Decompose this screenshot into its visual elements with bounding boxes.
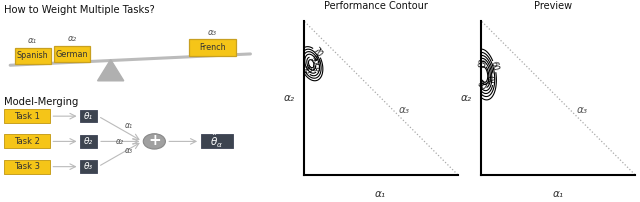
Text: Model-Merging: Model-Merging <box>4 97 79 107</box>
Text: $\hat{\theta}_\alpha$: $\hat{\theta}_\alpha$ <box>211 132 223 150</box>
FancyBboxPatch shape <box>15 48 51 64</box>
Text: French: French <box>199 43 226 52</box>
FancyBboxPatch shape <box>189 39 236 56</box>
FancyBboxPatch shape <box>201 134 233 148</box>
FancyBboxPatch shape <box>4 134 49 148</box>
FancyBboxPatch shape <box>54 46 90 62</box>
Text: 70: 70 <box>311 46 324 59</box>
Text: θ₃: θ₃ <box>84 162 93 171</box>
Text: Task 1: Task 1 <box>14 112 40 121</box>
Text: α₁: α₁ <box>552 189 563 199</box>
Text: 70: 70 <box>488 74 498 84</box>
Text: α₃: α₃ <box>399 105 410 115</box>
Text: 85: 85 <box>313 62 323 72</box>
FancyBboxPatch shape <box>4 109 49 123</box>
Text: 85: 85 <box>476 60 486 70</box>
Text: α₁: α₁ <box>28 36 37 45</box>
Text: α₂: α₂ <box>461 93 472 103</box>
Text: α₁: α₁ <box>124 121 132 130</box>
FancyBboxPatch shape <box>4 160 49 174</box>
Text: α₂: α₂ <box>116 137 124 146</box>
Title: Preview: Preview <box>534 1 572 11</box>
Text: 80: 80 <box>475 79 488 92</box>
Circle shape <box>143 134 165 149</box>
Polygon shape <box>97 60 124 81</box>
Text: α₃: α₃ <box>577 105 588 115</box>
Text: θ₂: θ₂ <box>84 137 93 146</box>
FancyBboxPatch shape <box>81 135 97 148</box>
Text: How to Weight Multiple Tasks?: How to Weight Multiple Tasks? <box>4 5 155 15</box>
Text: 60: 60 <box>489 61 500 72</box>
Text: θ₁: θ₁ <box>84 112 93 121</box>
Text: Task 3: Task 3 <box>14 162 40 171</box>
Text: 90: 90 <box>308 54 321 67</box>
Text: α₂: α₂ <box>67 34 77 43</box>
FancyBboxPatch shape <box>81 160 97 173</box>
Text: +: + <box>148 133 161 148</box>
Text: α₃: α₃ <box>208 28 217 37</box>
Title: Performance Contour: Performance Contour <box>324 1 428 11</box>
Text: α₃: α₃ <box>124 146 132 155</box>
Text: α₁: α₁ <box>375 189 386 199</box>
Text: α₂: α₂ <box>284 93 294 103</box>
FancyBboxPatch shape <box>81 110 97 122</box>
Text: German: German <box>56 49 88 59</box>
Text: Spanish: Spanish <box>17 51 49 60</box>
Text: Task 2: Task 2 <box>14 137 40 146</box>
Text: 80: 80 <box>300 64 312 76</box>
